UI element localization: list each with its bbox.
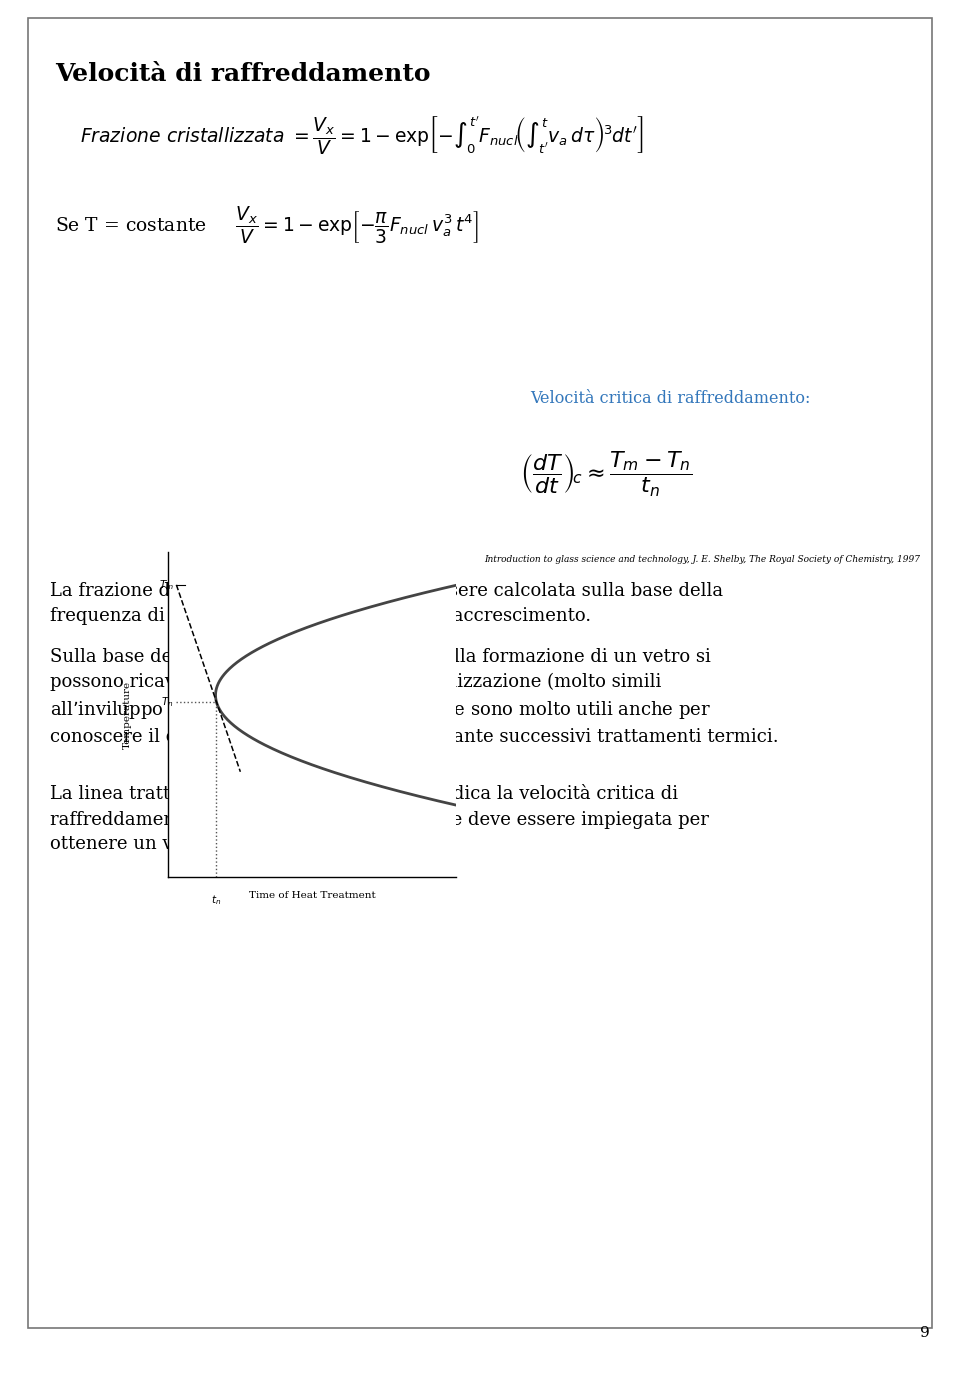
Text: Velocità critica di raffreddamento:: Velocità critica di raffreddamento:	[530, 389, 810, 407]
Text: Introduction to glass science and technology, J. E. Shelby, The Royal Society of: Introduction to glass science and techno…	[484, 555, 920, 563]
Text: 9: 9	[921, 1326, 930, 1340]
Text: $\left(\dfrac{dT}{dt}\right)_{\!c} \approx \dfrac{T_m - T_n}{t_n}$: $\left(\dfrac{dT}{dt}\right)_{\!c} \appr…	[520, 450, 692, 499]
Text: Temperature: Temperature	[123, 681, 132, 749]
Text: Se T = costante     $\dfrac{V_x}{V} = 1 - \exp\!\left[-\dfrac{\pi}{3} F_{nucl}\,: Se T = costante $\dfrac{V_x}{V} = 1 - \e…	[55, 204, 479, 246]
Text: Velocità di raffreddamento: Velocità di raffreddamento	[55, 62, 430, 86]
Text: Sulla base delle condizioni  prima imposte alla formazione di un vetro si
posson: Sulla base delle condizioni prima impost…	[50, 648, 779, 746]
X-axis label: Time of Heat Treatment: Time of Heat Treatment	[249, 891, 375, 900]
Text: $T_m$: $T_m$	[158, 579, 174, 591]
Text: $\mathit{Frazione\ cristallizzata}\ = \dfrac{V_x}{V} = 1 - \exp\!\left[-\int_0^{: $\mathit{Frazione\ cristallizzata}\ = \d…	[80, 115, 644, 157]
Text: $t_n$: $t_n$	[211, 894, 222, 907]
Text: La frazione di sostanza cristallizzata può essere calcolata sulla base della
fre: La frazione di sostanza cristallizzata p…	[50, 580, 723, 626]
Text: $T_n$: $T_n$	[161, 695, 174, 708]
Text: La linea tratteggiata riportata nel grafico indica la velocità critica di
raffre: La linea tratteggiata riportata nel graf…	[50, 784, 708, 853]
